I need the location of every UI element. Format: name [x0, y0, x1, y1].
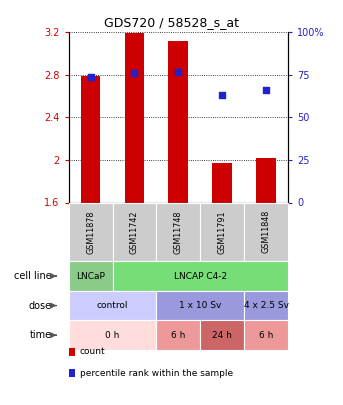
- Text: GSM11878: GSM11878: [86, 210, 95, 254]
- Bar: [125, 34, 144, 202]
- Text: GSM11848: GSM11848: [262, 210, 271, 254]
- Text: LNCaP: LNCaP: [76, 271, 105, 281]
- Point: [220, 92, 225, 98]
- Text: percentile rank within the sample: percentile rank within the sample: [80, 369, 233, 377]
- Bar: [212, 163, 232, 202]
- Text: GSM11742: GSM11742: [130, 210, 139, 254]
- Text: 0 h: 0 h: [105, 330, 120, 340]
- Text: time: time: [29, 330, 51, 340]
- Text: dose: dose: [28, 301, 51, 311]
- Text: 6 h: 6 h: [171, 330, 186, 340]
- Text: GSM11791: GSM11791: [218, 210, 227, 254]
- Point: [88, 73, 93, 80]
- Text: LNCAP C4-2: LNCAP C4-2: [174, 271, 227, 281]
- Text: control: control: [97, 301, 128, 310]
- Bar: [81, 76, 100, 202]
- Text: cell line: cell line: [14, 271, 51, 281]
- Text: GSM11748: GSM11748: [174, 210, 183, 254]
- Text: 1 x 10 Sv: 1 x 10 Sv: [179, 301, 222, 310]
- Point: [132, 70, 137, 77]
- Text: 24 h: 24 h: [212, 330, 232, 340]
- Text: GDS720 / 58528_s_at: GDS720 / 58528_s_at: [104, 16, 239, 29]
- Text: 4 x 2.5 Sv: 4 x 2.5 Sv: [244, 301, 289, 310]
- Bar: [256, 158, 276, 202]
- Point: [263, 87, 269, 94]
- Point: [176, 68, 181, 75]
- Bar: [168, 41, 188, 202]
- Text: count: count: [80, 347, 106, 356]
- Text: 6 h: 6 h: [259, 330, 273, 340]
